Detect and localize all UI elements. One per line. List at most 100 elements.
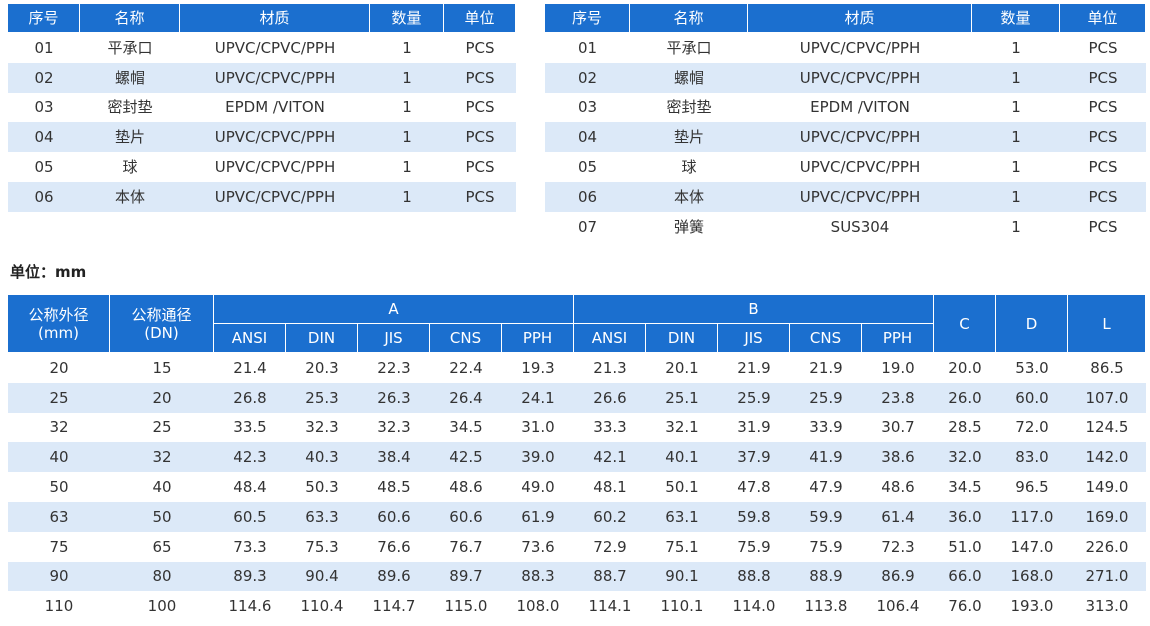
cell-text: 球 (681, 158, 697, 177)
table-cell: PCS (444, 93, 516, 123)
table-cell: 42.1 (574, 442, 646, 472)
cell-text: PCS (1088, 158, 1118, 177)
cell-text: 169.0 (1085, 507, 1129, 526)
cell-text: 114.7 (372, 597, 416, 616)
cell-text: 20 (49, 358, 69, 377)
table-cell: 32.0 (934, 442, 996, 472)
cell-text: 25.3 (305, 388, 339, 407)
table-row (545, 122, 1146, 153)
table-cell: 48.6 (862, 472, 934, 502)
table-cell: 76.0 (934, 591, 996, 621)
cell-text: 73.3 (233, 537, 267, 556)
cell-text: 34.5 (948, 478, 982, 497)
cell-text: UPVC/CPVC/PPH (214, 68, 336, 87)
cell-text: 48.5 (377, 478, 411, 497)
header-cell: PPH (862, 324, 934, 353)
cell-text: PCS (1088, 187, 1118, 206)
table-cell: 39.0 (502, 442, 574, 472)
cell-text: 40 (152, 478, 172, 497)
cell-text: 31.9 (737, 418, 771, 437)
table-cell: 61.4 (862, 502, 934, 532)
cell-text: 88.9 (809, 567, 843, 586)
cell-text: 32.3 (305, 418, 339, 437)
cell-text: 密封垫 (666, 98, 712, 117)
table-cell: 26.3 (358, 383, 430, 413)
header-cell: D (996, 295, 1068, 353)
table-cell: 40 (8, 442, 110, 472)
header-cell: 材质 (180, 4, 370, 33)
table-cell: 33.3 (574, 413, 646, 443)
table-row (8, 442, 1146, 473)
cell-text: 114.0 (732, 597, 776, 616)
table-cell: 51.0 (934, 532, 996, 562)
table-cell: 21.9 (790, 353, 862, 383)
cell-text: 90.1 (665, 567, 699, 586)
cell-text: 60.0 (1015, 388, 1049, 407)
cell-text: JIS (384, 329, 403, 347)
table-cell: 螺帽 (630, 63, 748, 93)
cell-text: 21.3 (593, 358, 627, 377)
cell-text: 21.9 (737, 358, 771, 377)
table-cell: 149.0 (1068, 472, 1146, 502)
header-cell: 名称 (80, 4, 180, 33)
table-cell: 50.3 (286, 472, 358, 502)
cell-text: 114.6 (228, 597, 272, 616)
table-cell: 01 (8, 33, 80, 63)
table-cell: UPVC/CPVC/PPH (180, 33, 370, 63)
cell-text: 75.9 (809, 537, 843, 556)
table-cell: 26.0 (934, 383, 996, 413)
table-cell: 113.8 (790, 591, 862, 621)
cell-text: PCS (1088, 217, 1118, 236)
table-cell: 36.0 (934, 502, 996, 532)
cell-text: 弹簧 (673, 217, 704, 236)
table-cell: 147.0 (996, 532, 1068, 562)
table-cell: 26.4 (430, 383, 502, 413)
cell-text: 序号 (571, 9, 602, 27)
table-cell: 20.3 (286, 353, 358, 383)
table-cell: PCS (444, 182, 516, 212)
table-cell: 26.6 (574, 383, 646, 413)
table-cell: 06 (545, 182, 630, 212)
cell-text: 50.1 (665, 478, 699, 497)
cell-text: 38.4 (377, 448, 411, 467)
cell-text: UPVC/CPVC/PPH (214, 187, 336, 206)
cell-text: 数量 (391, 9, 422, 27)
table-cell: 114.7 (358, 591, 430, 621)
cell-text: 88.7 (593, 567, 627, 586)
table-cell: PCS (444, 33, 516, 63)
cell-text: 86.5 (1090, 358, 1124, 377)
table-cell: 59.8 (718, 502, 790, 532)
table-cell: 弹簧 (630, 212, 748, 242)
table-cell: 114.6 (214, 591, 286, 621)
cell-text: 33.3 (593, 418, 627, 437)
header-cell: 公称通径 (DN) (110, 295, 214, 353)
table-cell: 41.9 (790, 442, 862, 472)
table-cell: 226.0 (1068, 532, 1146, 562)
table-cell: 88.8 (718, 562, 790, 592)
table-cell: UPVC/CPVC/PPH (180, 122, 370, 152)
cell-text: 76.6 (377, 537, 411, 556)
table-cell: 48.5 (358, 472, 430, 502)
cell-text: 1 (402, 98, 412, 117)
table-cell: 115.0 (430, 591, 502, 621)
cell-text: UPVC/CPVC/PPH (799, 128, 921, 147)
cell-text: 05 (34, 158, 54, 177)
table-cell: 25.1 (646, 383, 718, 413)
cell-text: 材质 (259, 9, 290, 27)
table-cell: 31.0 (502, 413, 574, 443)
cell-text: 39.0 (521, 448, 555, 467)
table-cell: 05 (545, 152, 630, 182)
table-cell: 50.1 (646, 472, 718, 502)
cell-text: PPH (882, 329, 913, 347)
table-cell: 90.1 (646, 562, 718, 592)
table-cell: 本体 (630, 182, 748, 212)
table-cell: 47.9 (790, 472, 862, 502)
table-cell: 28.5 (934, 413, 996, 443)
cell-text: 38.6 (881, 448, 915, 467)
cell-text: 1 (1011, 128, 1021, 147)
cell-text: 螺帽 (673, 68, 704, 87)
table-cell: 1 (370, 63, 444, 93)
table-cell: 垫片 (80, 122, 180, 152)
table-cell: 26.8 (214, 383, 286, 413)
cell-text: 90 (49, 567, 69, 586)
